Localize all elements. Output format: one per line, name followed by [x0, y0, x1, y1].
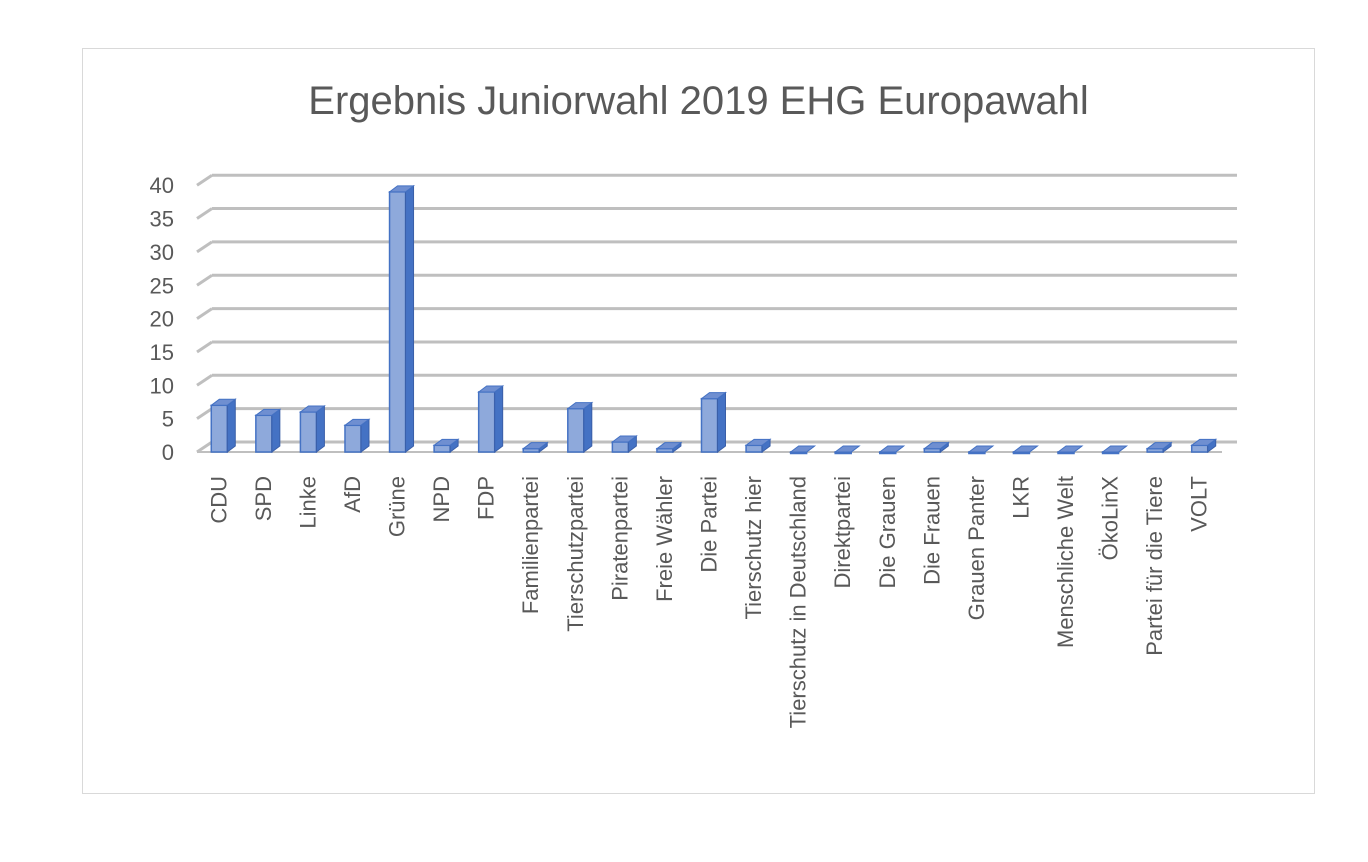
- bar-Linke: [299, 411, 318, 453]
- gridline-depth: [196, 173, 213, 187]
- x-tick-label: ÖkoLinX: [1098, 476, 1123, 561]
- bar-side: [405, 184, 415, 453]
- bar-FDP: [477, 391, 496, 453]
- bar-top: [521, 442, 549, 450]
- bar-side: [315, 404, 325, 453]
- bar-top: [1101, 445, 1129, 453]
- x-tick-label: Die Partei: [697, 476, 722, 573]
- bar-VOLT: [1190, 444, 1209, 453]
- x-tick-label: Partei für die Tiere: [1142, 476, 1167, 656]
- bar-side: [226, 398, 236, 453]
- bar-top: [1011, 445, 1039, 453]
- x-tick-label: Familienpartei: [518, 476, 543, 614]
- gridline-depth: [196, 340, 213, 354]
- bar-SPD: [255, 414, 273, 453]
- bar-Familienpartei: [522, 447, 540, 453]
- y-tick-label: 40: [150, 173, 174, 198]
- bar-CDU: [210, 404, 229, 453]
- x-tick-label: Grauen Panter: [964, 476, 989, 620]
- x-tick-label: Die Grauen: [875, 476, 900, 589]
- x-tick-label: Grüne: [385, 476, 410, 537]
- x-tick-label: Tierschutz in Deutschland: [786, 476, 811, 728]
- y-tick-label: 15: [150, 340, 174, 365]
- gridline-depth: [196, 407, 213, 420]
- y-tick-label: 30: [150, 240, 174, 265]
- x-tick-label: Direktpartei: [830, 476, 855, 588]
- bar-AfD: [344, 424, 362, 453]
- bar-top: [967, 445, 995, 453]
- x-tick-label: Piratenpartei: [607, 476, 632, 601]
- x-tick-label: Freie Wähler: [652, 476, 677, 602]
- x-tick-label: CDU: [206, 476, 231, 524]
- bar-top: [388, 185, 416, 193]
- bar-top: [700, 392, 727, 400]
- bar-top: [432, 438, 460, 446]
- bar-side: [717, 391, 726, 453]
- x-tick-label: Linke: [295, 476, 320, 529]
- x-tick-label: NPD: [429, 476, 454, 522]
- chart-frame: Ergebnis Juniorwahl 2019 EHG Europawahl: [82, 48, 1315, 794]
- bar-top: [1145, 442, 1173, 450]
- bar-Tierschutz hier: [745, 444, 763, 453]
- bar-Piratenpartei: [611, 441, 630, 453]
- bar-top: [744, 438, 772, 446]
- x-tick-label: Tierschutzpartei: [563, 476, 588, 632]
- gridline-depth: [196, 240, 213, 254]
- y-tick-label: 0: [162, 440, 174, 465]
- y-tick-label: 25: [150, 273, 174, 298]
- y-tick-label: 5: [162, 407, 174, 432]
- gridline-depth: [196, 207, 213, 220]
- bar-Partei für die Tiere: [1146, 447, 1164, 453]
- bar-top: [566, 402, 594, 410]
- x-tick-label: Die Frauen: [919, 476, 944, 585]
- x-tick-label: AfD: [340, 476, 365, 513]
- bar-side: [494, 384, 504, 453]
- gridline-depth: [196, 274, 213, 287]
- bar-top: [833, 445, 861, 453]
- y-tick-label: 35: [150, 207, 174, 232]
- bar-Grüne: [388, 191, 407, 453]
- bar-top: [878, 445, 906, 453]
- y-tick-label: 20: [150, 307, 174, 332]
- x-tick-label: Tierschutz hier: [741, 476, 766, 619]
- bar-top: [343, 418, 371, 426]
- x-tick-label: FDP: [474, 476, 499, 520]
- x-tick-label: SPD: [251, 476, 276, 521]
- gridline-depth: [196, 374, 213, 387]
- bar-top: [655, 442, 683, 450]
- gridline-depth: [196, 307, 213, 320]
- bar-Tierschutzpartei: [567, 407, 585, 453]
- bar-NPD: [433, 444, 451, 453]
- y-tick-label: 10: [150, 373, 174, 398]
- gridline-depth: [196, 440, 213, 454]
- bar-top: [922, 442, 950, 450]
- chart-title: Ergebnis Juniorwahl 2019 EHG Europawahl: [308, 79, 1089, 123]
- bar-top: [1056, 445, 1084, 453]
- bar-top: [789, 445, 817, 453]
- bar-top: [209, 398, 237, 406]
- x-tick-label: LKR: [1008, 476, 1033, 519]
- bar-top: [254, 408, 282, 416]
- bar-side: [271, 408, 281, 453]
- bar-top: [610, 435, 638, 443]
- x-tick-label: VOLT: [1187, 476, 1212, 532]
- bar-Die Frauen: [923, 447, 942, 453]
- bar-top: [298, 405, 326, 413]
- bar-top: [1190, 438, 1218, 446]
- bar-Freie Wähler: [656, 447, 674, 453]
- bar-Die Partei: [700, 397, 719, 453]
- bar-top: [477, 385, 505, 393]
- bar-side: [583, 401, 593, 453]
- x-tick-label: Menschliche Welt: [1053, 476, 1078, 648]
